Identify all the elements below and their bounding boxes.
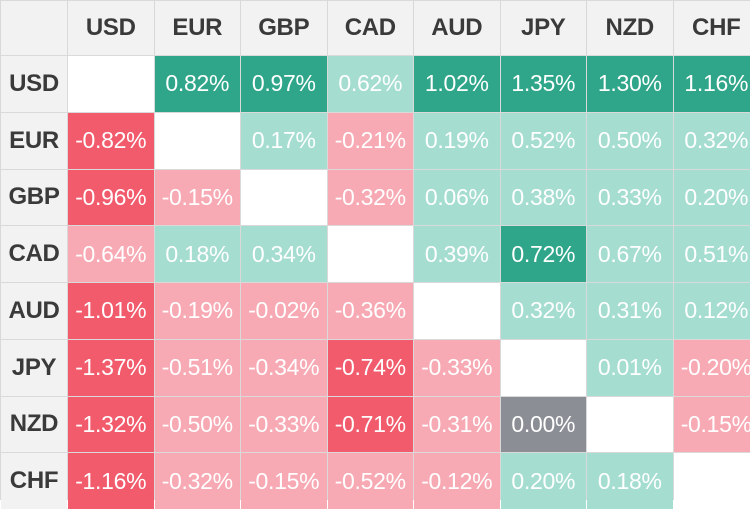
change-cell-usd-jpy: 1.35%	[501, 56, 587, 112]
change-cell-cad-jpy: 0.72%	[501, 226, 587, 282]
row-header-nzd: NZD	[1, 397, 67, 453]
change-cell-usd-aud: 1.02%	[414, 56, 500, 112]
change-cell-jpy-chf: -0.20%	[674, 340, 750, 396]
change-cell-nzd-usd: -1.32%	[68, 397, 154, 453]
diagonal-empty-cell	[674, 453, 750, 509]
row-header-aud: AUD	[1, 283, 67, 339]
change-cell-jpy-gbp: -0.34%	[241, 340, 327, 396]
change-cell-jpy-eur: -0.51%	[155, 340, 241, 396]
change-cell-nzd-chf: -0.15%	[674, 397, 750, 453]
change-cell-aud-cad: -0.36%	[328, 283, 414, 339]
column-header-aud: AUD	[414, 1, 500, 55]
change-cell-jpy-nzd: 0.01%	[587, 340, 673, 396]
row-header-cad: CAD	[1, 226, 67, 282]
change-cell-jpy-usd: -1.37%	[68, 340, 154, 396]
diagonal-empty-cell	[328, 226, 414, 282]
change-cell-gbp-usd: -0.96%	[68, 170, 154, 226]
change-cell-cad-chf: 0.51%	[674, 226, 750, 282]
change-cell-usd-cad: 0.62%	[328, 56, 414, 112]
column-header-chf: CHF	[674, 1, 750, 55]
change-cell-nzd-aud: -0.31%	[414, 397, 500, 453]
change-cell-aud-jpy: 0.32%	[501, 283, 587, 339]
change-cell-chf-usd: -1.16%	[68, 453, 154, 509]
change-cell-usd-chf: 1.16%	[674, 56, 750, 112]
change-cell-aud-usd: -1.01%	[68, 283, 154, 339]
row-header-jpy: JPY	[1, 340, 67, 396]
diagonal-empty-cell	[68, 56, 154, 112]
change-cell-gbp-aud: 0.06%	[414, 170, 500, 226]
diagonal-empty-cell	[587, 397, 673, 453]
change-cell-chf-jpy: 0.20%	[501, 453, 587, 509]
change-cell-eur-chf: 0.32%	[674, 113, 750, 169]
change-cell-usd-eur: 0.82%	[155, 56, 241, 112]
diagonal-empty-cell	[155, 113, 241, 169]
change-cell-cad-aud: 0.39%	[414, 226, 500, 282]
column-header-nzd: NZD	[587, 1, 673, 55]
change-cell-jpy-cad: -0.74%	[328, 340, 414, 396]
change-cell-chf-aud: -0.12%	[414, 453, 500, 509]
change-cell-gbp-eur: -0.15%	[155, 170, 241, 226]
change-cell-chf-nzd: 0.18%	[587, 453, 673, 509]
change-cell-chf-eur: -0.32%	[155, 453, 241, 509]
change-cell-nzd-jpy: 0.00%	[501, 397, 587, 453]
change-cell-cad-eur: 0.18%	[155, 226, 241, 282]
change-cell-gbp-cad: -0.32%	[328, 170, 414, 226]
corner-cell	[1, 1, 67, 55]
change-cell-eur-aud: 0.19%	[414, 113, 500, 169]
change-cell-chf-gbp: -0.15%	[241, 453, 327, 509]
change-cell-usd-nzd: 1.30%	[587, 56, 673, 112]
change-cell-cad-nzd: 0.67%	[587, 226, 673, 282]
change-cell-gbp-chf: 0.20%	[674, 170, 750, 226]
change-cell-cad-gbp: 0.34%	[241, 226, 327, 282]
change-cell-usd-gbp: 0.97%	[241, 56, 327, 112]
change-cell-eur-nzd: 0.50%	[587, 113, 673, 169]
change-cell-aud-chf: 0.12%	[674, 283, 750, 339]
change-cell-gbp-jpy: 0.38%	[501, 170, 587, 226]
row-header-chf: CHF	[1, 453, 67, 509]
change-cell-eur-jpy: 0.52%	[501, 113, 587, 169]
change-cell-aud-eur: -0.19%	[155, 283, 241, 339]
change-cell-nzd-eur: -0.50%	[155, 397, 241, 453]
column-header-eur: EUR	[155, 1, 241, 55]
change-cell-eur-gbp: 0.17%	[241, 113, 327, 169]
change-cell-nzd-cad: -0.71%	[328, 397, 414, 453]
column-header-usd: USD	[68, 1, 154, 55]
change-cell-eur-usd: -0.82%	[68, 113, 154, 169]
change-cell-nzd-gbp: -0.33%	[241, 397, 327, 453]
change-cell-cad-usd: -0.64%	[68, 226, 154, 282]
row-header-gbp: GBP	[1, 170, 67, 226]
row-header-usd: USD	[1, 56, 67, 112]
column-header-jpy: JPY	[501, 1, 587, 55]
change-cell-aud-gbp: -0.02%	[241, 283, 327, 339]
change-cell-eur-cad: -0.21%	[328, 113, 414, 169]
column-header-gbp: GBP	[241, 1, 327, 55]
change-cell-aud-nzd: 0.31%	[587, 283, 673, 339]
column-header-cad: CAD	[328, 1, 414, 55]
row-header-eur: EUR	[1, 113, 67, 169]
diagonal-empty-cell	[241, 170, 327, 226]
change-cell-chf-cad: -0.52%	[328, 453, 414, 509]
change-cell-jpy-aud: -0.33%	[414, 340, 500, 396]
change-cell-gbp-nzd: 0.33%	[587, 170, 673, 226]
diagonal-empty-cell	[501, 340, 587, 396]
diagonal-empty-cell	[414, 283, 500, 339]
